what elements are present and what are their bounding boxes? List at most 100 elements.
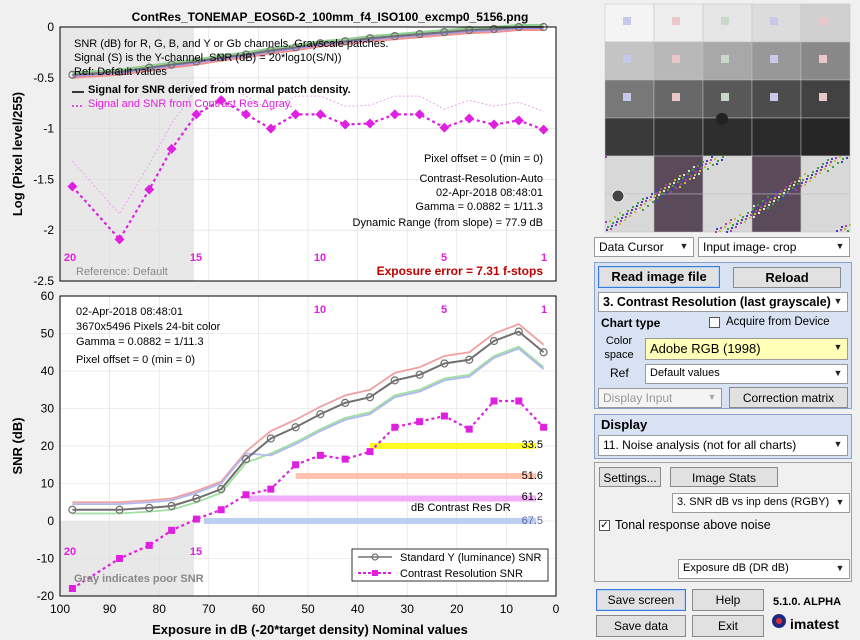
- display-select[interactable]: 11. Noise analysis (not for all charts) …: [598, 435, 848, 456]
- preview-noise: [671, 188, 673, 190]
- chevron-down-icon: ▼: [833, 368, 843, 378]
- y-tick-label: -1: [43, 122, 54, 136]
- preview-noise: [652, 201, 654, 203]
- contrast-res-point: [414, 109, 425, 120]
- preview-noise: [633, 203, 635, 205]
- preview-noise: [612, 222, 614, 224]
- preview-noise: [749, 217, 751, 219]
- bottom-legend-box: [351, 548, 549, 582]
- preview-noise: [845, 225, 847, 227]
- chevron-down-icon: ▼: [707, 392, 717, 402]
- preview-noise: [627, 210, 629, 212]
- top-plot-frame: [59, 26, 557, 282]
- preview-noise: [800, 185, 802, 187]
- acquire-checkbox[interactable]: [709, 317, 720, 328]
- contrast-res-snr-point: [316, 451, 324, 459]
- input-image-select[interactable]: Input image- crop ▼: [698, 237, 850, 257]
- correction-matrix-button[interactable]: Correction matrix: [729, 387, 848, 408]
- preview-noise: [782, 195, 784, 197]
- preview-noise: [609, 220, 611, 222]
- bottom-info-pixels: 3670x5496 Pixels 24-bit color: [76, 321, 221, 333]
- preview-noise: [674, 179, 676, 181]
- bottom-xticks: 100 90 80 70 60 50 40 30 20 10 0: [50, 602, 560, 616]
- preview-noise: [718, 157, 720, 159]
- contrast-res-point: [216, 95, 227, 106]
- chart-select[interactable]: 3. Contrast Resolution (last grayscale) …: [598, 292, 848, 312]
- standard-snr-point: [365, 393, 375, 402]
- preview-noise: [739, 214, 741, 216]
- read-image-button[interactable]: Read image file: [598, 266, 720, 288]
- signal-point: [440, 27, 449, 37]
- contrast-res-point: [538, 124, 549, 135]
- y-tick-label: 40: [41, 364, 55, 378]
- preview-noise: [648, 202, 650, 204]
- acquire-label: Acquire from Device: [726, 316, 830, 328]
- y-tick-label: 30: [41, 402, 55, 416]
- preview-noise: [809, 180, 811, 182]
- preview-noise: [753, 216, 755, 218]
- preview-patch: [604, 155, 655, 195]
- preview-noise: [747, 212, 749, 214]
- preview-noise: [746, 215, 748, 217]
- preview-noise: [617, 218, 619, 220]
- display-input-select[interactable]: Display Input ▼: [598, 388, 722, 408]
- tonal-response-checkbox[interactable]: ✓: [599, 520, 610, 531]
- signal-point: [365, 34, 375, 43]
- preview-noise: [680, 183, 682, 185]
- preview-noise: [717, 160, 719, 162]
- channel-snr-line: [72, 347, 545, 506]
- preview-noise: [731, 227, 733, 229]
- signal-point: [167, 60, 176, 69]
- preview-patch: [653, 193, 704, 233]
- reload-button[interactable]: Reload: [733, 267, 841, 288]
- save-data-button[interactable]: Save data: [596, 615, 686, 637]
- contrast-res-point: [241, 109, 251, 120]
- ref-select[interactable]: Default values ▼: [645, 364, 848, 384]
- preview-noise: [722, 156, 724, 158]
- preview-patch-inset: [770, 55, 778, 63]
- data-cursor-select[interactable]: Data Cursor ▼: [594, 237, 694, 257]
- preview-noise: [738, 217, 740, 219]
- exit-button[interactable]: Exit: [692, 615, 764, 637]
- preview-noise: [836, 230, 838, 232]
- save-screen-button[interactable]: Save screen: [596, 589, 686, 611]
- preview-noise: [822, 163, 824, 165]
- preview-noise: [661, 196, 663, 198]
- preview-noise: [622, 214, 624, 216]
- preview-noise: [763, 208, 765, 210]
- standard-snr-line: [72, 330, 545, 511]
- preview-patch: [800, 117, 851, 157]
- top-patch-label-20: 20: [64, 252, 76, 264]
- preview-noise: [662, 193, 664, 195]
- preview-noise: [814, 176, 816, 178]
- preview-noise: [721, 159, 723, 161]
- preview-noise: [795, 189, 797, 191]
- settings-button[interactable]: Settings...: [599, 467, 661, 487]
- exposure-error-label: Exposure error = 7.31 f-stops: [377, 264, 544, 278]
- preview-patch-inset: [819, 55, 827, 63]
- y-tick-label: 0: [47, 20, 54, 34]
- preview-noise: [819, 172, 821, 174]
- preview-patch: [604, 3, 655, 43]
- help-button[interactable]: Help: [692, 589, 764, 611]
- preview-noise: [653, 198, 655, 200]
- preview-noise: [818, 175, 820, 177]
- color-space-label: Color space: [604, 335, 634, 361]
- preview-noise: [611, 225, 613, 227]
- standard-snr-point: [341, 398, 350, 407]
- plot-select[interactable]: 3. SNR dB vs inp dens (RGBY) ▼: [672, 493, 850, 513]
- preview-noise: [827, 159, 829, 161]
- preview-noise: [625, 216, 627, 218]
- bottom-reference-levels: [203, 443, 537, 524]
- image-stats-button[interactable]: Image Stats: [670, 467, 778, 487]
- preview-noise: [679, 186, 681, 188]
- preview-noise: [847, 230, 849, 232]
- preview-noise: [698, 173, 700, 175]
- preview-noise: [636, 205, 638, 207]
- exposure-select[interactable]: Exposure dB (DR dB) ▼: [678, 559, 850, 579]
- standard-snr-point: [145, 503, 154, 512]
- signal-point: [145, 63, 154, 72]
- preview-noise: [702, 161, 704, 163]
- color-space-select[interactable]: Adobe RGB (1998) ▼: [645, 338, 848, 360]
- version-label: 5.1.0. ALPHA: [773, 596, 842, 608]
